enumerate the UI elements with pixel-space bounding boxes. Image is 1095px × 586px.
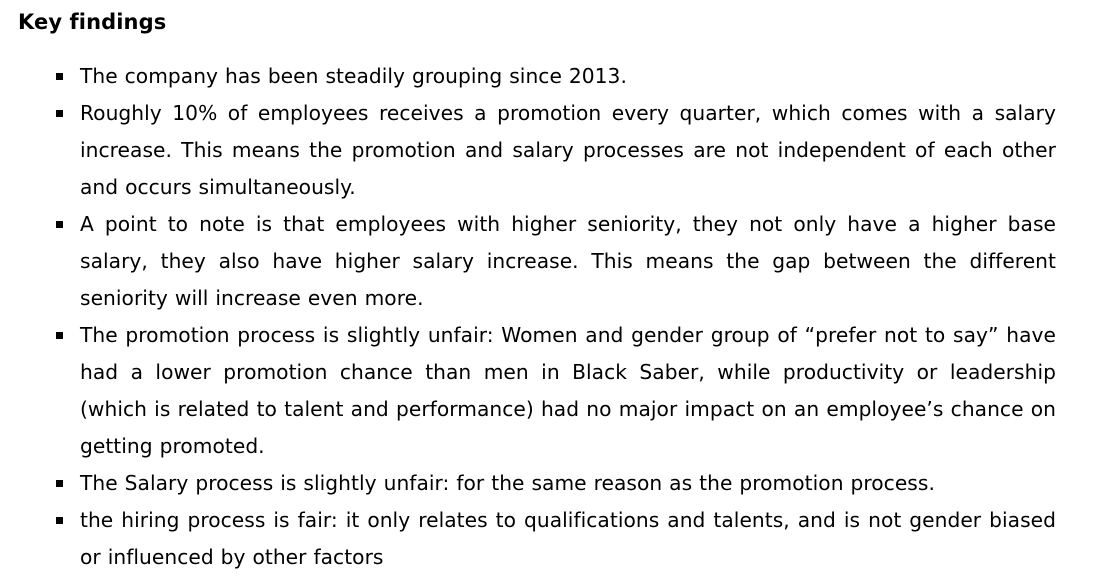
square-bullet-icon (56, 517, 63, 524)
finding-item: Roughly 10% of employees receives a prom… (0, 95, 1056, 206)
finding-text: the hiring process is fair: it only rela… (80, 508, 1056, 569)
square-bullet-icon (56, 480, 63, 487)
finding-item: The company has been steadily grouping s… (0, 58, 1056, 95)
square-bullet-icon (56, 110, 63, 117)
finding-text: Roughly 10% of employees receives a prom… (80, 101, 1056, 199)
finding-item: A point to note is that employees with h… (0, 206, 1056, 317)
square-bullet-icon (56, 221, 63, 228)
square-bullet-icon (56, 332, 63, 339)
finding-item: The Salary process is slightly unfair: f… (0, 465, 1056, 502)
finding-text: The company has been steadily grouping s… (80, 64, 627, 88)
findings-list: The company has been steadily grouping s… (0, 58, 1095, 576)
section-heading: Key findings (18, 10, 167, 34)
finding-text: The promotion process is slightly unfair… (80, 323, 1056, 458)
square-bullet-icon (56, 73, 63, 80)
finding-text: A point to note is that employees with h… (80, 212, 1056, 310)
finding-text: The Salary process is slightly unfair: f… (80, 471, 935, 495)
finding-item: the hiring process is fair: it only rela… (0, 502, 1056, 576)
finding-item: The promotion process is slightly unfair… (0, 317, 1056, 465)
